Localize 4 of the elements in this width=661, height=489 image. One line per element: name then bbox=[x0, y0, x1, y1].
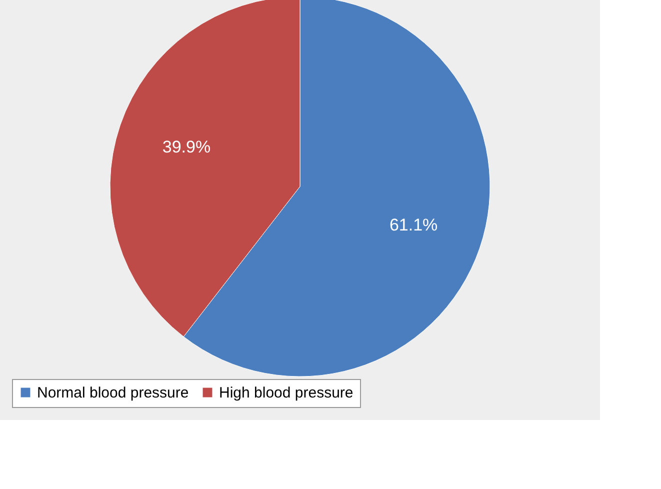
data-label: 39.9% bbox=[162, 138, 211, 157]
legend-label: Normal blood pressure bbox=[37, 384, 189, 402]
legend-label: High blood pressure bbox=[219, 384, 354, 402]
data-label: 61.1% bbox=[389, 215, 438, 234]
